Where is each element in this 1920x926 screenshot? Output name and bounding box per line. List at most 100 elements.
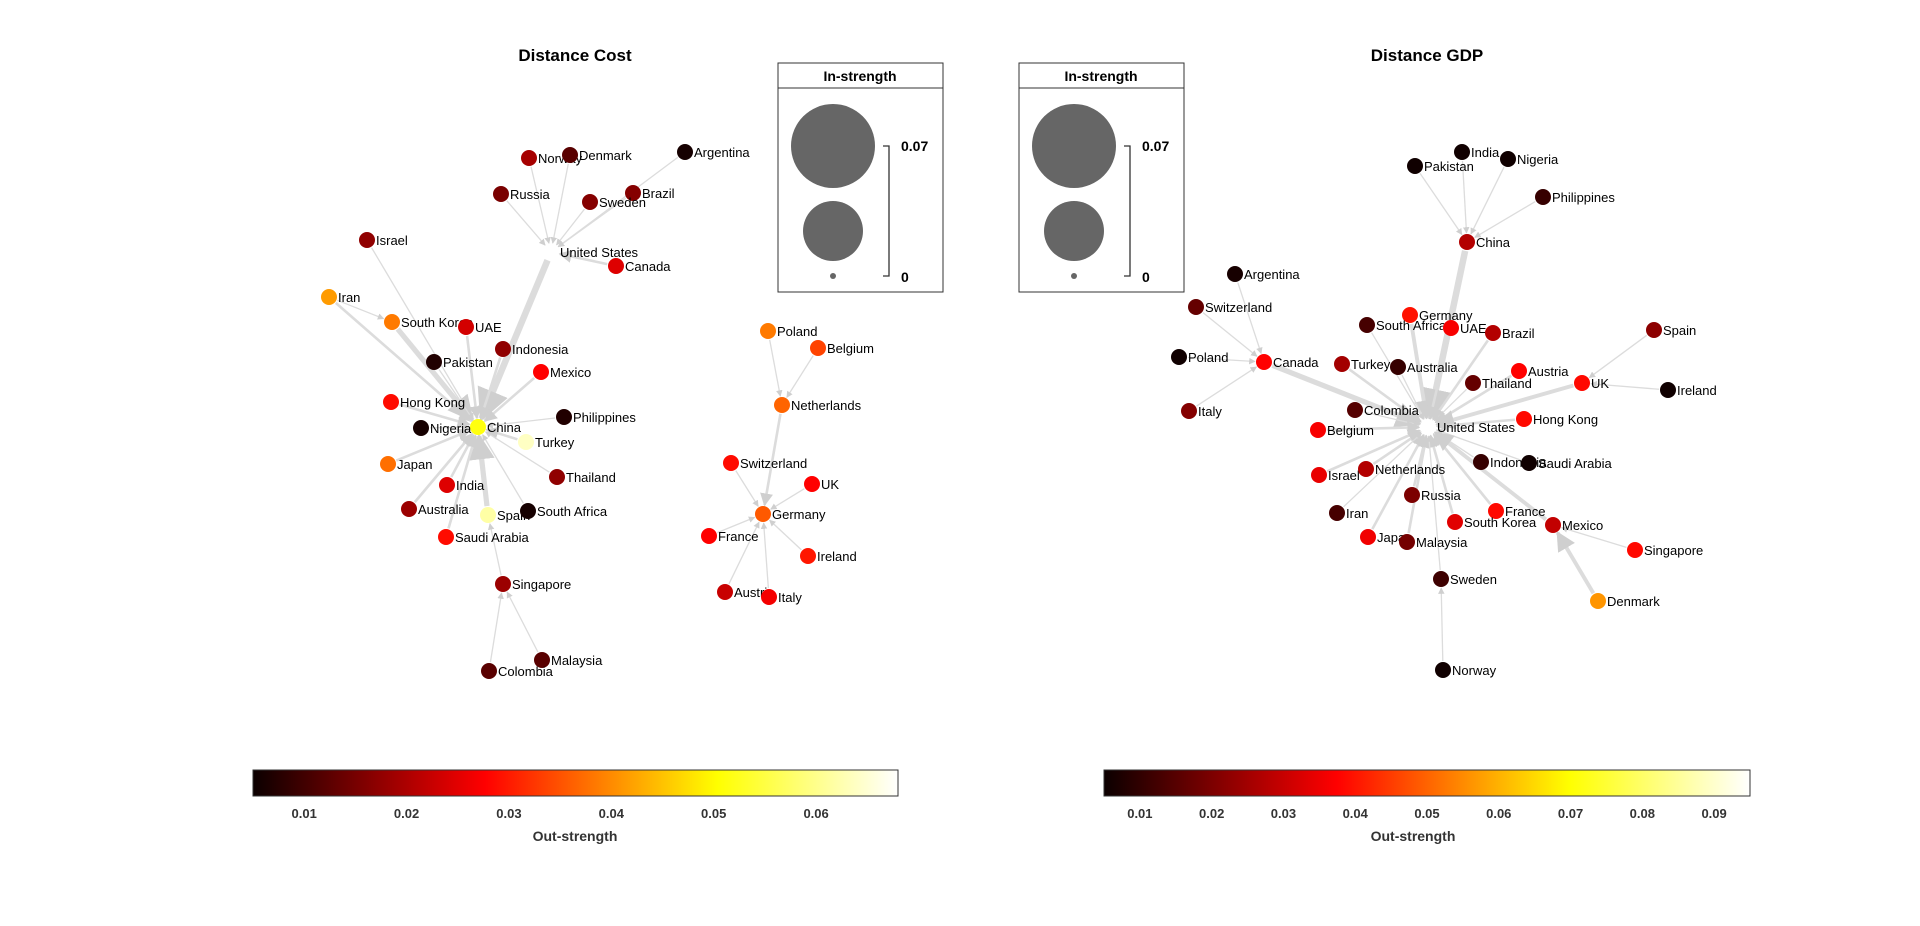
node-marker[interactable] [1459,234,1475,250]
node-marker[interactable] [1407,158,1423,174]
node-iran[interactable]: Iran [321,289,360,305]
node-ireland[interactable]: Ireland [800,548,857,564]
node-china[interactable]: China [1459,234,1511,250]
node-brazil[interactable]: Brazil [1485,325,1535,341]
node-marker[interactable] [1188,299,1204,315]
node-brazil[interactable]: Brazil [625,185,675,201]
node-marker[interactable] [1420,419,1436,435]
node-marker[interactable] [1171,349,1187,365]
node-south-korea[interactable]: South Korea [384,314,474,330]
node-marker[interactable] [1310,422,1326,438]
node-belgium[interactable]: Belgium [810,340,874,356]
node-marker[interactable] [755,506,771,522]
node-marker[interactable] [1358,461,1374,477]
node-uk[interactable]: UK [804,476,839,492]
node-marker[interactable] [1443,320,1459,336]
node-marker[interactable] [582,194,598,210]
node-marker[interactable] [1433,571,1449,587]
node-nigeria[interactable]: Nigeria [1500,151,1559,167]
node-marker[interactable] [810,340,826,356]
node-marker[interactable] [401,501,417,517]
node-marker[interactable] [761,589,777,605]
node-marker[interactable] [1511,363,1527,379]
node-marker[interactable] [518,434,534,450]
node-colombia[interactable]: Colombia [1347,402,1420,418]
node-marker[interactable] [1545,517,1561,533]
node-india[interactable]: India [1454,144,1500,160]
node-marker[interactable] [1516,411,1532,427]
node-marker[interactable] [1465,375,1481,391]
node-pakistan[interactable]: Pakistan [426,354,493,370]
node-marker[interactable] [549,469,565,485]
node-marker[interactable] [1360,529,1376,545]
node-belgium[interactable]: Belgium [1310,422,1374,438]
node-philippines[interactable]: Philippines [556,409,636,425]
node-israel[interactable]: Israel [1311,467,1360,483]
node-marker[interactable] [1359,317,1375,333]
node-marker[interactable] [1535,189,1551,205]
node-marker[interactable] [470,419,486,435]
node-spain[interactable]: Spain [1646,322,1696,338]
node-uk[interactable]: UK [1574,375,1609,391]
node-saudi-arabia[interactable]: Saudi Arabia [438,529,529,545]
node-israel[interactable]: Israel [359,232,408,248]
node-russia[interactable]: Russia [1404,487,1462,503]
node-japan[interactable]: Japan [380,456,432,472]
node-denmark[interactable]: Denmark [1590,593,1660,609]
node-united-states[interactable]: United States [1420,419,1516,435]
node-marker[interactable] [533,364,549,380]
node-marker[interactable] [413,420,429,436]
node-marker[interactable] [1311,467,1327,483]
node-hong-kong[interactable]: Hong Kong [383,394,465,410]
node-marker[interactable] [521,150,537,166]
node-turkey[interactable]: Turkey [1334,356,1391,372]
node-netherlands[interactable]: Netherlands [774,397,862,413]
node-australia[interactable]: Australia [1390,359,1458,375]
node-ireland[interactable]: Ireland [1660,382,1717,398]
node-marker[interactable] [1485,325,1501,341]
node-marker[interactable] [1256,354,1272,370]
node-marker[interactable] [774,397,790,413]
node-marker[interactable] [383,394,399,410]
node-marker[interactable] [1500,151,1516,167]
node-singapore[interactable]: Singapore [495,576,571,592]
node-marker[interactable] [458,319,474,335]
node-marker[interactable] [1447,514,1463,530]
node-marker[interactable] [480,507,496,523]
node-canada[interactable]: Canada [1256,354,1319,370]
node-marker[interactable] [1660,382,1676,398]
node-norway[interactable]: Norway [1435,662,1497,678]
node-marker[interactable] [1329,505,1345,521]
node-marker[interactable] [1181,403,1197,419]
node-marker[interactable] [804,476,820,492]
node-marker[interactable] [1435,662,1451,678]
node-marker[interactable] [1454,144,1470,160]
node-marker[interactable] [384,314,400,330]
node-marker[interactable] [562,147,578,163]
node-marker[interactable] [556,409,572,425]
node-uae[interactable]: UAE [1443,320,1487,336]
node-colombia[interactable]: Colombia [481,663,554,679]
node-marker[interactable] [723,455,739,471]
node-mexico[interactable]: Mexico [1545,517,1603,533]
node-marker[interactable] [1390,359,1406,375]
node-united-states[interactable]: United States [543,244,639,260]
node-marker[interactable] [677,144,693,160]
node-south-africa[interactable]: South Africa [1359,317,1447,333]
node-poland[interactable]: Poland [760,323,817,339]
node-marker[interactable] [1399,534,1415,550]
node-marker[interactable] [481,663,497,679]
node-marker[interactable] [543,244,559,260]
node-thailand[interactable]: Thailand [1465,375,1532,391]
node-marker[interactable] [1334,356,1350,372]
node-marker[interactable] [608,258,624,274]
node-nigeria[interactable]: Nigeria [413,420,472,436]
node-switzerland[interactable]: Switzerland [1188,299,1272,315]
node-marker[interactable] [1488,503,1504,519]
node-argentina[interactable]: Argentina [677,144,750,160]
node-marker[interactable] [717,584,733,600]
node-marker[interactable] [493,186,509,202]
node-marker[interactable] [1590,593,1606,609]
node-netherlands[interactable]: Netherlands [1358,461,1446,477]
node-marker[interactable] [380,456,396,472]
